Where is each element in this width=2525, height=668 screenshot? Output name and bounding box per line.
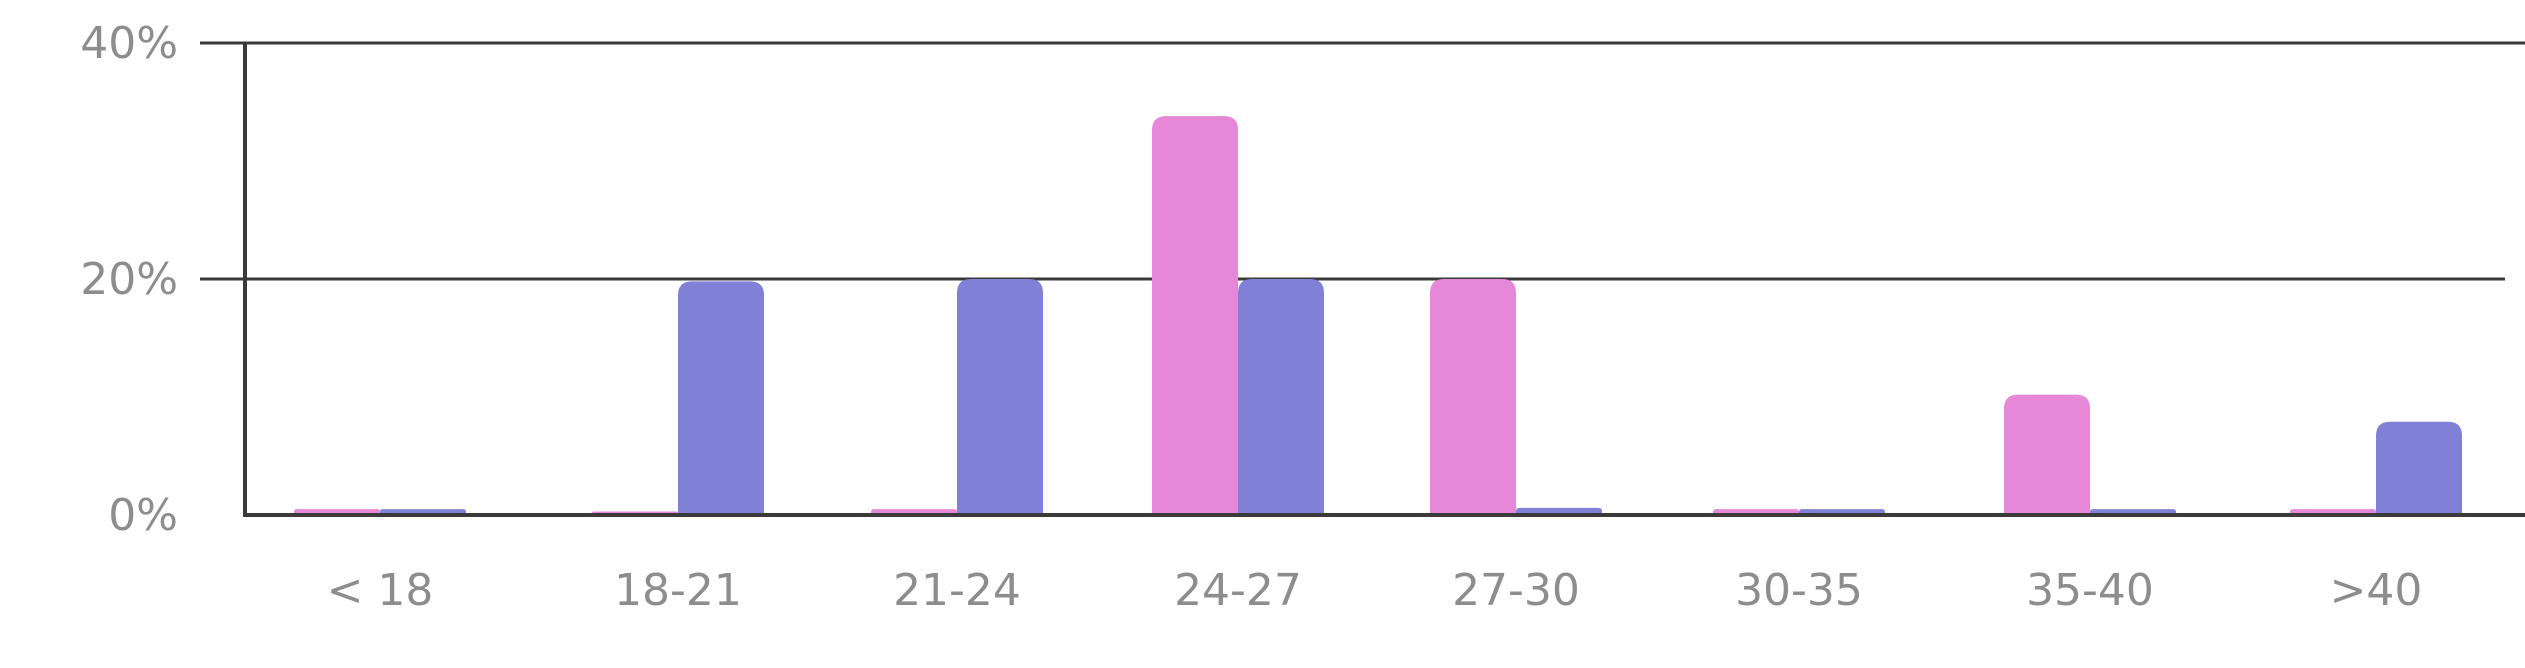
x-tick-label: < 18: [327, 565, 434, 616]
gridlines: [200, 41, 2525, 281]
bar: [957, 279, 1043, 515]
x-tick-label: 27-30: [1452, 565, 1580, 616]
bar: [1238, 279, 1324, 515]
x-tick-label: 18-21: [614, 565, 742, 616]
axes: [243, 43, 2525, 517]
bar: [2004, 394, 2090, 515]
x-tick-label: 30-35: [1735, 565, 1863, 616]
bar: [1152, 116, 1238, 515]
x-tick-label: 21-24: [893, 565, 1021, 616]
bars: [294, 116, 2462, 515]
x-tick-label: 35-40: [2026, 565, 2154, 616]
bar: [1430, 279, 1516, 515]
bar: [678, 281, 764, 515]
x-tick-label: 24-27: [1174, 565, 1302, 616]
bar: [2376, 421, 2462, 515]
y-tick-label: 0%: [108, 490, 178, 541]
y-tick-label: 40%: [80, 18, 178, 69]
labels: 0% 20% 40% < 18 18-21 21-24 24-27 27-30 30-35 35-…: [80, 18, 2422, 616]
y-tick-label: 20%: [80, 254, 178, 305]
x-tick-label: >40: [2330, 565, 2423, 616]
